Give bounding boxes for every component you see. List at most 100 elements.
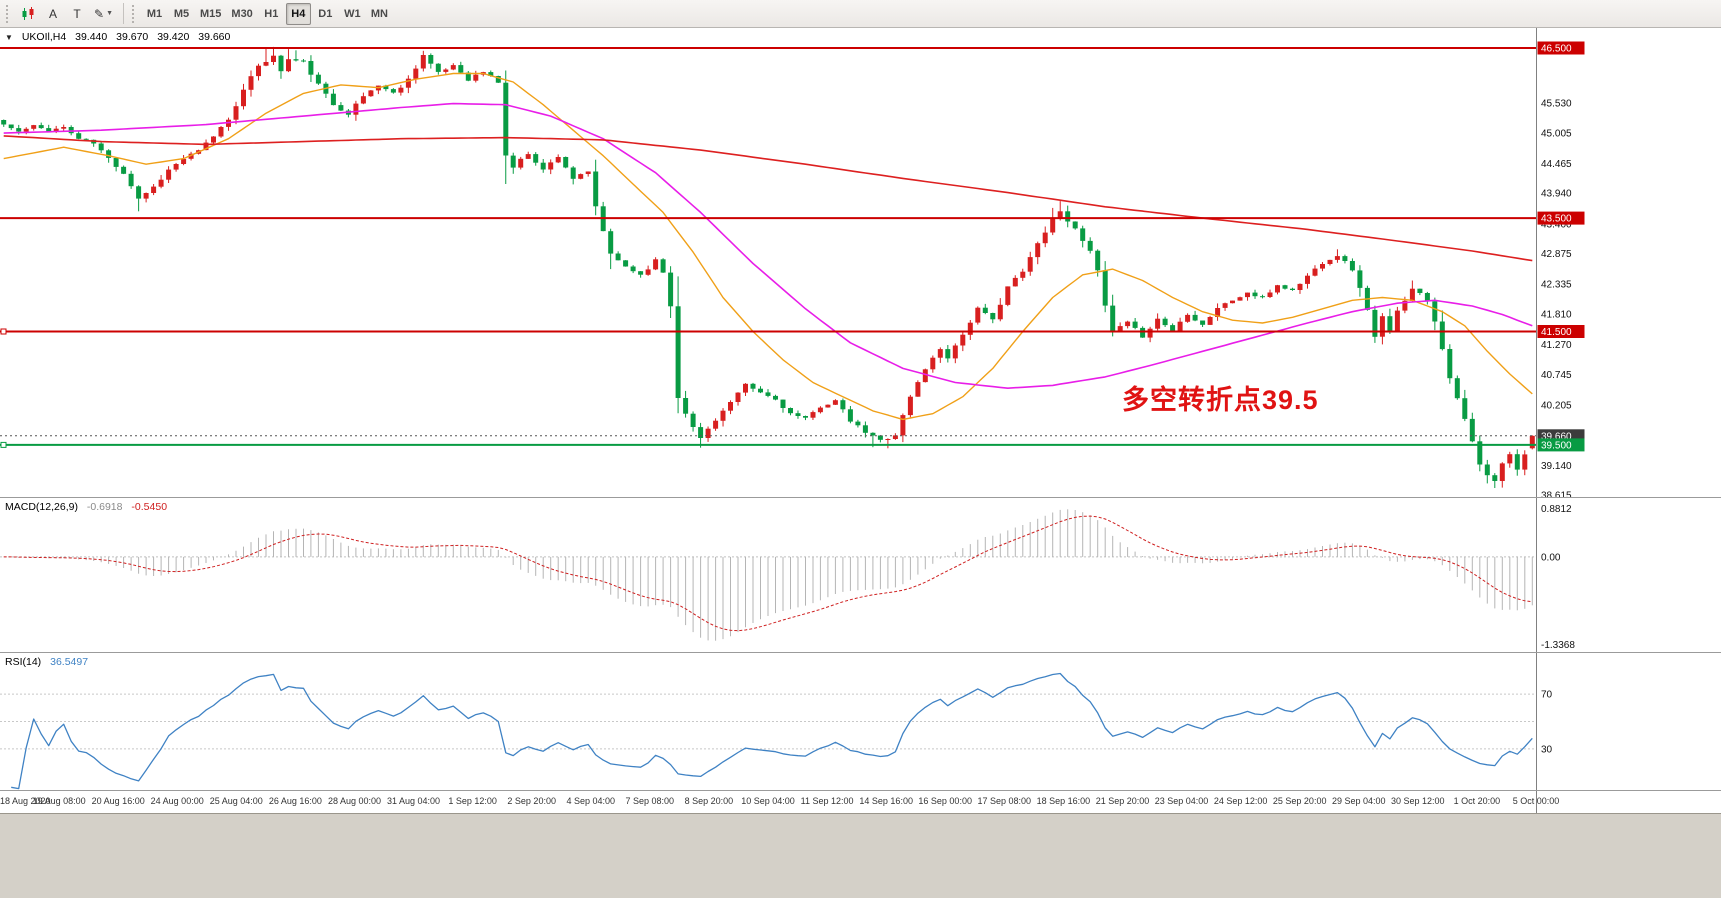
time-label: 25 Aug 04:00 <box>209 796 263 806</box>
time-label: 29 Sep 04:00 <box>1332 796 1386 806</box>
macd-panel[interactable]: MACD(12,26,9) -0.6918 -0.5450 0.8812 0.00… <box>0 498 1721 653</box>
annotation-text: 多空转折点39.5 <box>1122 385 1319 415</box>
rsi-line <box>11 672 1533 790</box>
toolbar: A T ✎ ▼ M1 M5 M15 M30 H1 H4 D1 W1 MN <box>0 0 1721 28</box>
time-label: 1 Sep 12:00 <box>448 796 497 806</box>
price-label: 45.530 <box>1541 99 1572 110</box>
timeframe-button-M5[interactable]: M5 <box>173 7 190 20</box>
time-label: 18 Aug 2020 <box>0 796 51 806</box>
svg-text:39.660: 39.660 <box>1541 431 1572 442</box>
rsi-panel[interactable]: RSI(14) 36.5497 70 30 <box>0 653 1721 791</box>
axis-corner-border <box>1536 791 1537 813</box>
price-label: 43.400 <box>1541 219 1572 230</box>
timeframe-drag-handle[interactable] <box>132 4 138 23</box>
time-label: 16 Sep 00:00 <box>918 796 972 806</box>
horizontal-lines-layer[interactable] <box>0 47 1536 448</box>
high-value: 39.670 <box>116 31 149 43</box>
time-axis[interactable]: 18 Aug 2020 19 Aug 08:00 20 Aug 16:00 24 Au… <box>0 791 1721 813</box>
main-price-panel[interactable]: ▼ UKOIl,H4 39.440 39.670 39.420 39.660 多… <box>0 28 1721 498</box>
macd-axis-label: 0.8812 <box>1541 504 1572 515</box>
timeframe-button-group: M1 M5 M15 M30 H1 H4 D1 W1 MN <box>141 2 393 25</box>
price-label: 41.810 <box>1541 309 1572 320</box>
svg-text:41.500: 41.500 <box>1541 327 1572 338</box>
line-studies-tool[interactable]: ✎ ▼ <box>94 6 113 21</box>
time-label: 31 Aug 04:00 <box>386 796 441 806</box>
timeframe-button-H4[interactable]: H4 <box>285 2 311 25</box>
price-label: 39.140 <box>1541 461 1572 472</box>
ma-fast-line <box>3 72 1533 421</box>
time-label: 5 Oct 00:00 <box>1512 796 1560 806</box>
time-label: 1 Oct 20:00 <box>1453 796 1501 806</box>
timeframe-button-MN[interactable]: MN <box>370 7 388 20</box>
rsi-axis[interactable]: 70 30 <box>1536 653 1553 790</box>
time-label: 21 Sep 20:00 <box>1095 796 1150 806</box>
candles-layer <box>1 46 1535 488</box>
rsi-axis-label: 30 <box>1541 744 1553 755</box>
time-label: 2 Sep 20:00 <box>507 796 556 806</box>
rsi-header: RSI(14) 36.5497 <box>5 656 94 668</box>
macd-signal-line <box>3 515 1533 632</box>
time-label: 23 Sep 04:00 <box>1154 796 1209 806</box>
svg-text:39.500: 39.500 <box>1541 440 1572 451</box>
moving-averages-layer <box>3 72 1533 421</box>
price-badge-46.500: 46.500 <box>1537 41 1585 55</box>
price-label: 40.205 <box>1541 400 1572 411</box>
open-value: 39.440 <box>75 31 108 43</box>
price-chart-plot[interactable]: 45.530 45.005 44.465 43.940 43.400 42.875 42.3… <box>0 28 1721 497</box>
timeframe-button-D1[interactable]: D1 <box>318 7 333 20</box>
price-label: 41.270 <box>1541 340 1572 351</box>
time-label: 10 Sep 04:00 <box>741 796 795 806</box>
time-label: 14 Sep 16:00 <box>859 796 913 806</box>
macd-axis-label: 0.00 <box>1541 552 1561 563</box>
time-label: 11 Sep 12:00 <box>800 796 854 806</box>
macd-signal-value: -0.5450 <box>131 501 168 513</box>
macd-axis-label: -1.3368 <box>1541 640 1575 651</box>
timeframe-button-M15[interactable]: M15 <box>200 7 222 20</box>
text-tool[interactable]: T <box>73 6 81 21</box>
time-label: 18 Sep 16:00 <box>1036 796 1091 806</box>
price-label: 45.005 <box>1541 128 1572 139</box>
time-label: 24 Aug 00:00 <box>150 796 204 806</box>
rsi-plot[interactable]: 70 30 <box>0 653 1721 790</box>
dropdown-arrow-icon: ▼ <box>106 10 113 17</box>
time-label: 28 Aug 00:00 <box>327 796 382 806</box>
time-label: 25 Sep 20:00 <box>1272 796 1327 806</box>
price-label: 44.465 <box>1541 159 1572 170</box>
macd-axis[interactable]: 0.8812 0.00 -1.3368 <box>1536 498 1576 652</box>
price-label: 42.875 <box>1541 249 1572 260</box>
chart-area: ▼ UKOIl,H4 39.440 39.670 39.420 39.660 多… <box>0 28 1721 813</box>
toolbar-drag-handle[interactable] <box>6 4 12 23</box>
time-label: 8 Sep 20:00 <box>684 796 734 806</box>
price-label: 40.745 <box>1541 370 1572 381</box>
tool-button-group: A T ✎ ▼ <box>15 3 118 25</box>
macd-label: MACD(12,26,9) <box>5 501 78 513</box>
price-label: 43.940 <box>1541 189 1572 200</box>
rsi-value: 36.5497 <box>50 656 89 668</box>
macd-header: MACD(12,26,9) -0.6918 -0.5450 <box>5 501 173 513</box>
text-label-tool[interactable]: A <box>48 6 57 21</box>
charts-tool-icon[interactable] <box>16 3 40 25</box>
timeframe-button-H1[interactable]: H1 <box>264 7 279 20</box>
macd-histogram <box>10 509 1533 641</box>
price-label: 38.615 <box>1541 491 1572 497</box>
macd-plot[interactable]: 0.8812 0.00 -1.3368 <box>0 498 1721 652</box>
dropdown-marker-icon: ▼ <box>5 33 13 42</box>
macd-main-value: -0.6918 <box>86 501 123 513</box>
price-badge-39.500: 39.500 <box>1537 438 1585 452</box>
rsi-axis-label: 70 <box>1541 690 1553 701</box>
timeframe-button-M30[interactable]: M30 <box>231 7 253 20</box>
time-label: 20 Aug 16:00 <box>91 796 145 806</box>
time-label: 30 Sep 12:00 <box>1391 796 1445 806</box>
toolbar-separator <box>123 3 124 24</box>
time-label: 7 Sep 08:00 <box>625 796 675 806</box>
price-label: 42.335 <box>1541 280 1572 291</box>
symbol-ohlc-header: ▼ UKOIl,H4 39.440 39.670 39.420 39.660 <box>5 31 236 43</box>
price-badge-43.500: 43.500 <box>1537 211 1585 225</box>
low-value: 39.420 <box>157 31 190 43</box>
time-label: 24 Sep 12:00 <box>1213 796 1268 806</box>
rsi-label: RSI(14) <box>5 656 42 668</box>
price-axis[interactable]: 45.530 45.005 44.465 43.940 43.400 42.875 42.3… <box>1536 28 1585 497</box>
timeframe-button-W1[interactable]: W1 <box>344 7 361 20</box>
timeframe-button-M1[interactable]: M1 <box>146 7 163 20</box>
